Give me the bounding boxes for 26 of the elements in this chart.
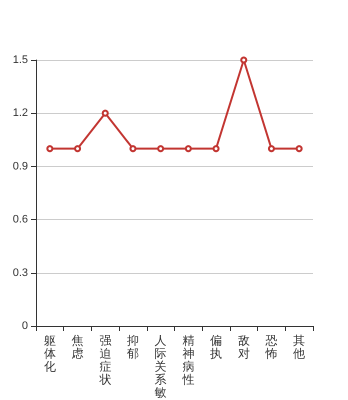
- point: [129, 145, 136, 152]
- x-tick-label: 人际关系敏: [154, 334, 167, 400]
- x-tick-label: 精神病性: [181, 334, 194, 386]
- point: [184, 145, 192, 152]
- y-tick-label: 0.3: [12, 266, 28, 279]
- point: [240, 56, 248, 64]
- point: [157, 145, 164, 152]
- y-tick-label: 0.6: [12, 214, 28, 226]
- y-tick-label: 1.5: [12, 54, 28, 66]
- x-tick-label: 躯体化: [44, 334, 56, 374]
- x-tick-label: 强迫症状: [98, 334, 112, 386]
- x-tick-label: 偏执: [210, 334, 222, 360]
- point: [212, 145, 220, 152]
- point: [268, 145, 275, 152]
- x-tick-label: 恐怖: [264, 334, 278, 360]
- point: [46, 145, 54, 152]
- x-tick-label: 其他: [293, 334, 306, 360]
- y-tick-label: 0: [22, 320, 28, 332]
- y-tick-label: 0.9: [12, 160, 28, 172]
- x-tick-label: 焦虑: [72, 334, 84, 360]
- x-tick-label: 敌对: [238, 334, 250, 360]
- point: [102, 110, 109, 117]
- point: [74, 145, 82, 152]
- point: [296, 145, 303, 152]
- x-tick-label: 抑郁: [126, 334, 139, 360]
- y-tick-label: 1.2: [12, 107, 28, 120]
